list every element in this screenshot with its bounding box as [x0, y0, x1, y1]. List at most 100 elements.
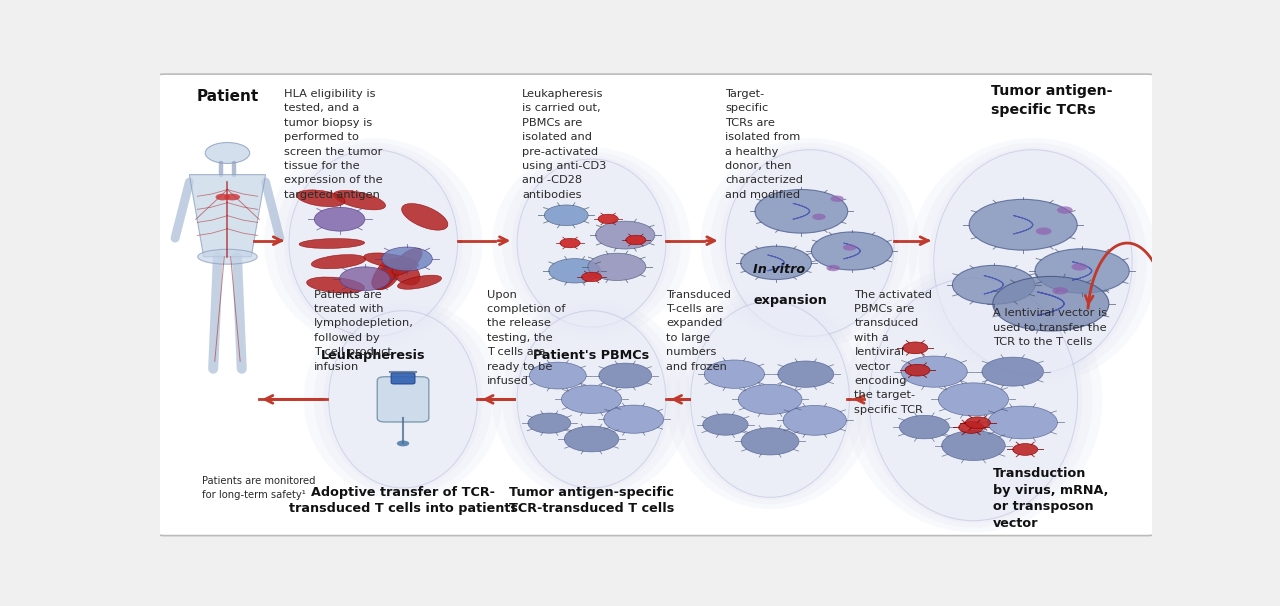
Ellipse shape	[303, 299, 502, 500]
Ellipse shape	[284, 147, 462, 339]
Text: expansion: expansion	[753, 295, 827, 307]
Circle shape	[703, 414, 748, 435]
FancyBboxPatch shape	[392, 373, 415, 384]
Circle shape	[755, 190, 847, 233]
Ellipse shape	[224, 194, 241, 201]
Circle shape	[739, 384, 803, 415]
Ellipse shape	[371, 265, 399, 290]
Text: Patients are monitored
for long-term safety¹: Patients are monitored for long-term saf…	[202, 476, 315, 501]
Circle shape	[741, 428, 799, 455]
Circle shape	[900, 415, 950, 439]
Ellipse shape	[311, 255, 366, 268]
Circle shape	[813, 214, 826, 220]
Circle shape	[549, 259, 600, 283]
Circle shape	[812, 232, 892, 270]
Ellipse shape	[512, 157, 671, 330]
Circle shape	[942, 431, 1005, 461]
Text: Patient's PBMCs: Patient's PBMCs	[534, 348, 649, 362]
Ellipse shape	[274, 142, 472, 344]
Ellipse shape	[329, 311, 477, 488]
Text: Upon
completion of
the release
testing, the
T cells are
ready to be
infused: Upon completion of the release testing, …	[488, 290, 566, 386]
FancyBboxPatch shape	[154, 74, 1158, 536]
Text: The activated
PBMCs are
transduced
with a
lentiviral
vector
encoding
the target-: The activated PBMCs are transduced with …	[855, 290, 932, 415]
Circle shape	[959, 422, 983, 433]
Text: Transduction
by virus, mRNA,
or transposon
vector: Transduction by virus, mRNA, or transpos…	[993, 467, 1108, 530]
Circle shape	[397, 441, 410, 447]
Text: Target-
specific
TCRs are
isolated from
a healthy
donor, then
characterized
and : Target- specific TCRs are isolated from …	[726, 89, 804, 200]
Circle shape	[988, 406, 1057, 439]
Circle shape	[778, 361, 833, 387]
Ellipse shape	[919, 142, 1147, 381]
Ellipse shape	[300, 239, 365, 248]
Ellipse shape	[314, 304, 493, 495]
Ellipse shape	[726, 150, 895, 336]
Ellipse shape	[264, 138, 483, 348]
Circle shape	[902, 342, 928, 354]
Circle shape	[562, 385, 622, 413]
Circle shape	[965, 417, 991, 428]
Circle shape	[527, 413, 571, 433]
Ellipse shape	[855, 271, 1093, 528]
Circle shape	[1057, 207, 1073, 214]
Ellipse shape	[389, 258, 420, 285]
Circle shape	[1012, 444, 1038, 455]
Ellipse shape	[512, 308, 671, 490]
Text: Tumor antigen-
specific TCRs: Tumor antigen- specific TCRs	[991, 84, 1112, 117]
Ellipse shape	[517, 311, 666, 488]
Ellipse shape	[869, 278, 1078, 521]
Circle shape	[599, 363, 652, 388]
Text: Transduced
T-cells are
expanded
to large
numbers
and frozen: Transduced T-cells are expanded to large…	[666, 290, 731, 371]
Ellipse shape	[215, 194, 230, 201]
Ellipse shape	[686, 299, 855, 500]
Text: Tumor antigen-specific
TCR-transduced T cells: Tumor antigen-specific TCR-transduced T …	[509, 485, 675, 515]
Circle shape	[1071, 263, 1087, 270]
Ellipse shape	[517, 159, 666, 327]
Ellipse shape	[666, 290, 874, 509]
Ellipse shape	[710, 142, 909, 344]
Circle shape	[530, 362, 586, 389]
Circle shape	[205, 142, 250, 164]
Circle shape	[831, 196, 844, 202]
Circle shape	[741, 246, 812, 279]
Text: Patients are
treated with
lymphodepletion,
followed by
T cell product
infusion: Patients are treated with lymphodepletio…	[314, 290, 413, 371]
Circle shape	[544, 205, 588, 225]
Circle shape	[842, 244, 856, 251]
FancyBboxPatch shape	[378, 377, 429, 422]
Text: Adoptive transfer of TCR-
transduced T cells into patients: Adoptive transfer of TCR- transduced T c…	[288, 485, 517, 515]
Text: HLA eligibility is
tested, and a
tumor biopsy is
performed to
screen the tumor
t: HLA eligibility is tested, and a tumor b…	[284, 89, 383, 200]
Circle shape	[938, 383, 1009, 416]
Ellipse shape	[676, 295, 864, 504]
Circle shape	[982, 357, 1043, 386]
Circle shape	[1036, 249, 1129, 293]
Circle shape	[905, 364, 931, 376]
Ellipse shape	[929, 147, 1137, 376]
Ellipse shape	[502, 152, 681, 334]
Ellipse shape	[934, 150, 1133, 374]
Ellipse shape	[372, 259, 398, 290]
Ellipse shape	[289, 150, 458, 336]
Circle shape	[626, 235, 646, 245]
Ellipse shape	[864, 276, 1083, 523]
Circle shape	[1052, 287, 1068, 295]
Text: Leukapheresis: Leukapheresis	[321, 348, 425, 362]
Ellipse shape	[493, 147, 691, 339]
Ellipse shape	[700, 138, 919, 348]
Ellipse shape	[334, 190, 385, 210]
Circle shape	[315, 207, 365, 231]
Circle shape	[604, 405, 663, 433]
Circle shape	[901, 356, 968, 387]
Circle shape	[827, 265, 840, 271]
Circle shape	[588, 253, 646, 281]
Ellipse shape	[502, 304, 681, 495]
Circle shape	[559, 238, 580, 248]
Circle shape	[598, 214, 618, 224]
Ellipse shape	[364, 253, 419, 269]
Circle shape	[993, 276, 1108, 331]
Circle shape	[581, 272, 602, 282]
Circle shape	[952, 265, 1036, 304]
Ellipse shape	[324, 308, 483, 490]
Ellipse shape	[197, 249, 257, 264]
Circle shape	[704, 360, 764, 388]
Ellipse shape	[402, 204, 448, 230]
Circle shape	[339, 267, 390, 291]
